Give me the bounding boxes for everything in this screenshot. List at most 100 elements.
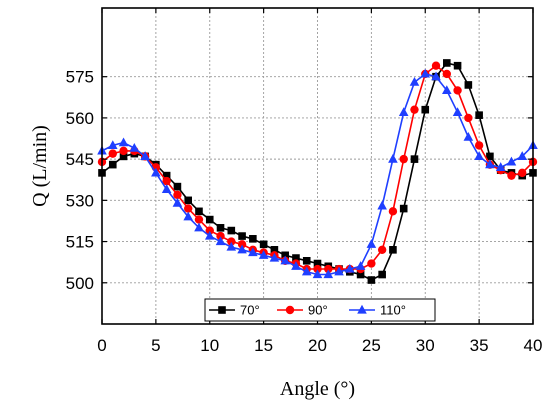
data-point — [194, 222, 204, 232]
data-point — [464, 81, 473, 89]
y-axis-title: Q (L/min) — [29, 125, 51, 207]
data-point — [475, 111, 483, 119]
data-point — [409, 76, 420, 86]
data-point — [292, 254, 300, 262]
data-point — [323, 269, 334, 279]
x-tick-label: 10 — [200, 336, 219, 355]
data-point — [215, 236, 226, 246]
data-point — [237, 244, 247, 254]
data-point — [312, 269, 323, 279]
legend-label: 70° — [240, 303, 260, 318]
data-point — [216, 231, 225, 241]
legend-marker — [218, 306, 226, 314]
data-point — [398, 107, 409, 117]
data-point — [140, 151, 150, 160]
data-point — [248, 247, 258, 257]
data-point — [269, 252, 280, 262]
data-point — [431, 71, 441, 81]
data-point — [366, 239, 377, 248]
data-point — [464, 113, 473, 123]
data-point — [249, 235, 257, 243]
data-point — [237, 240, 247, 249]
data-point — [367, 259, 376, 268]
x-tick-label: 5 — [151, 336, 160, 355]
grid — [102, 8, 533, 324]
legend-marker — [285, 305, 295, 315]
data-point — [205, 215, 214, 224]
data-point — [507, 171, 516, 180]
data-point — [442, 85, 452, 95]
data-point — [173, 182, 182, 191]
data-point — [420, 68, 431, 78]
x-tick-label: 35 — [470, 336, 489, 355]
x-axis-title: Angle (°) — [280, 378, 355, 400]
series-line — [101, 62, 534, 281]
data-point — [184, 196, 192, 205]
x-tick-label: 25 — [362, 336, 381, 355]
data-point — [227, 237, 236, 246]
data-point — [410, 155, 419, 163]
data-point — [453, 86, 462, 95]
data-point — [399, 154, 408, 164]
data-point — [280, 255, 290, 265]
axis-ticks: 0 5 10 15 20 25 30 35 40 500 515 530 545 560 575 — [66, 8, 542, 355]
y-tick-label: 560 — [66, 109, 94, 128]
y-tick-label: 545 — [66, 150, 94, 169]
data-point — [238, 232, 246, 240]
data-point — [506, 156, 517, 166]
series-layer — [97, 59, 538, 284]
data-point — [486, 152, 494, 161]
data-point — [453, 61, 462, 70]
data-point — [172, 197, 183, 207]
data-point — [356, 270, 365, 279]
data-point — [345, 263, 355, 273]
data-point — [474, 141, 484, 150]
data-point — [108, 160, 117, 169]
data-point — [226, 241, 237, 251]
legend: 70° 90° 110° — [204, 298, 436, 322]
y-tick-label: 515 — [66, 233, 94, 252]
x-tick-label: 0 — [97, 336, 106, 355]
data-point — [452, 107, 463, 117]
x-tick-label: 30 — [416, 336, 435, 355]
data-point — [431, 61, 441, 70]
data-point — [485, 159, 495, 169]
data-point — [495, 162, 506, 171]
x-tick-label: 20 — [308, 336, 327, 355]
data-point — [108, 149, 117, 158]
data-point — [270, 246, 279, 254]
data-point — [194, 215, 204, 224]
data-point — [301, 266, 312, 276]
data-point — [442, 69, 451, 79]
data-point — [334, 266, 344, 276]
data-point — [227, 226, 236, 235]
data-point — [183, 211, 193, 221]
data-point — [258, 250, 269, 259]
legend-label: 90° — [308, 303, 328, 318]
data-point — [517, 151, 528, 160]
data-point — [281, 251, 289, 260]
data-point — [377, 200, 387, 210]
data-point — [205, 226, 214, 235]
data-point — [324, 264, 333, 274]
data-point — [129, 142, 140, 152]
data-point — [119, 146, 128, 156]
data-point — [161, 184, 172, 193]
x-tick-label: 15 — [254, 336, 273, 355]
data-point — [410, 105, 419, 114]
data-point — [474, 151, 484, 160]
y-tick-label: 575 — [66, 68, 94, 87]
data-point — [216, 224, 225, 232]
data-point — [162, 171, 171, 180]
data-point — [443, 59, 451, 67]
data-point — [195, 207, 203, 216]
data-point — [162, 176, 171, 186]
data-point — [421, 105, 430, 114]
data-point — [259, 240, 268, 249]
data-point — [118, 137, 129, 147]
data-point — [173, 190, 182, 200]
data-point — [378, 270, 386, 279]
data-point — [388, 207, 398, 216]
data-point — [389, 246, 397, 254]
legend-marker — [357, 304, 367, 314]
